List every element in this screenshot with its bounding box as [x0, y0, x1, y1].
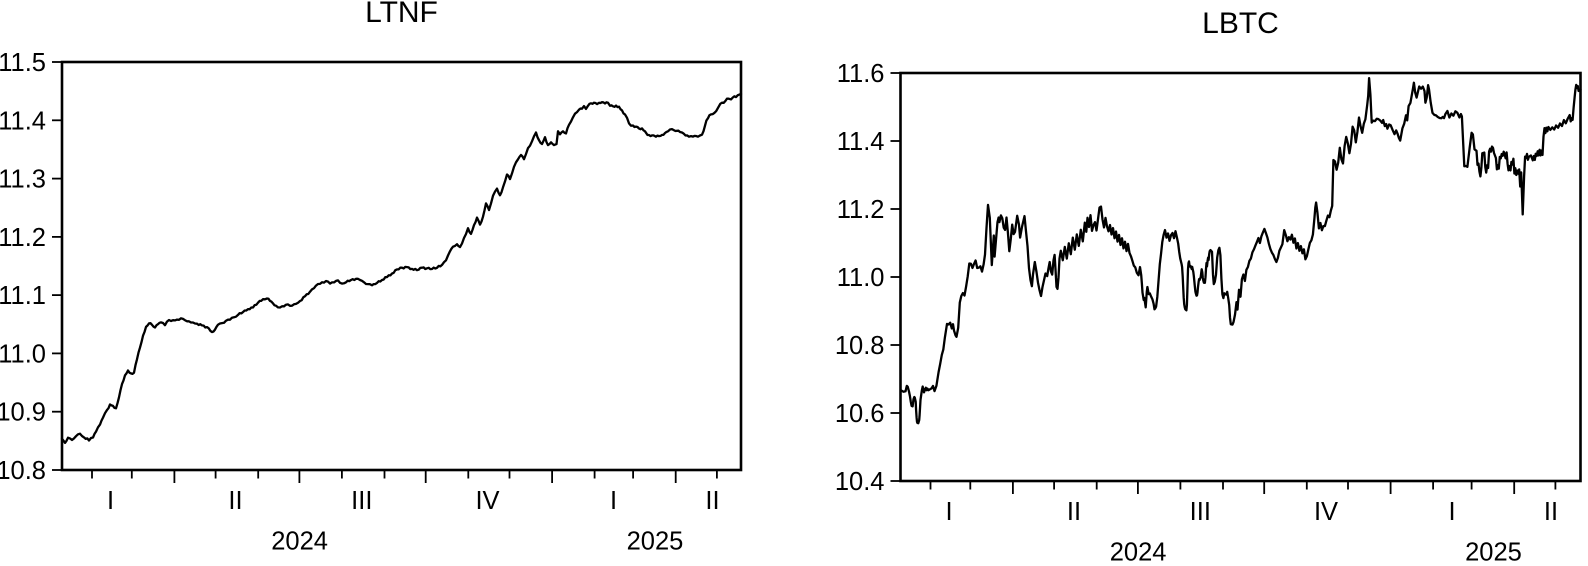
- svg-text:LTNF: LTNF: [365, 0, 438, 29]
- svg-text:11.2: 11.2: [837, 196, 885, 224]
- svg-text:10.8: 10.8: [0, 457, 46, 485]
- svg-text:11.3: 11.3: [0, 166, 46, 194]
- svg-text:I: I: [610, 487, 617, 515]
- svg-text:10.9: 10.9: [0, 399, 46, 427]
- svg-text:II: II: [705, 487, 719, 515]
- svg-text:IV: IV: [1314, 498, 1338, 526]
- svg-text:III: III: [1190, 498, 1211, 526]
- svg-text:11.6: 11.6: [837, 60, 885, 88]
- svg-text:2024: 2024: [1110, 539, 1167, 566]
- svg-text:11.2: 11.2: [0, 224, 46, 252]
- svg-text:10.4: 10.4: [835, 468, 885, 496]
- svg-text:10.8: 10.8: [835, 332, 885, 360]
- svg-text:II: II: [228, 487, 242, 515]
- svg-text:11.0: 11.0: [0, 340, 46, 368]
- svg-text:2025: 2025: [1465, 539, 1522, 566]
- svg-text:II: II: [1067, 498, 1081, 526]
- svg-text:11.0: 11.0: [837, 264, 885, 292]
- svg-text:IV: IV: [475, 487, 499, 515]
- svg-text:I: I: [1448, 498, 1455, 526]
- svg-text:2024: 2024: [271, 528, 328, 556]
- svg-text:2025: 2025: [627, 528, 684, 556]
- svg-text:11.5: 11.5: [0, 49, 46, 77]
- svg-text:11.4: 11.4: [0, 107, 46, 135]
- svg-text:11.4: 11.4: [837, 128, 885, 156]
- svg-text:LBTC: LBTC: [1202, 7, 1279, 40]
- svg-text:11.1: 11.1: [0, 282, 46, 310]
- svg-text:I: I: [945, 498, 952, 526]
- svg-text:II: II: [1544, 498, 1558, 526]
- svg-text:I: I: [107, 487, 114, 515]
- svg-text:10.6: 10.6: [835, 400, 885, 428]
- svg-text:III: III: [351, 487, 372, 515]
